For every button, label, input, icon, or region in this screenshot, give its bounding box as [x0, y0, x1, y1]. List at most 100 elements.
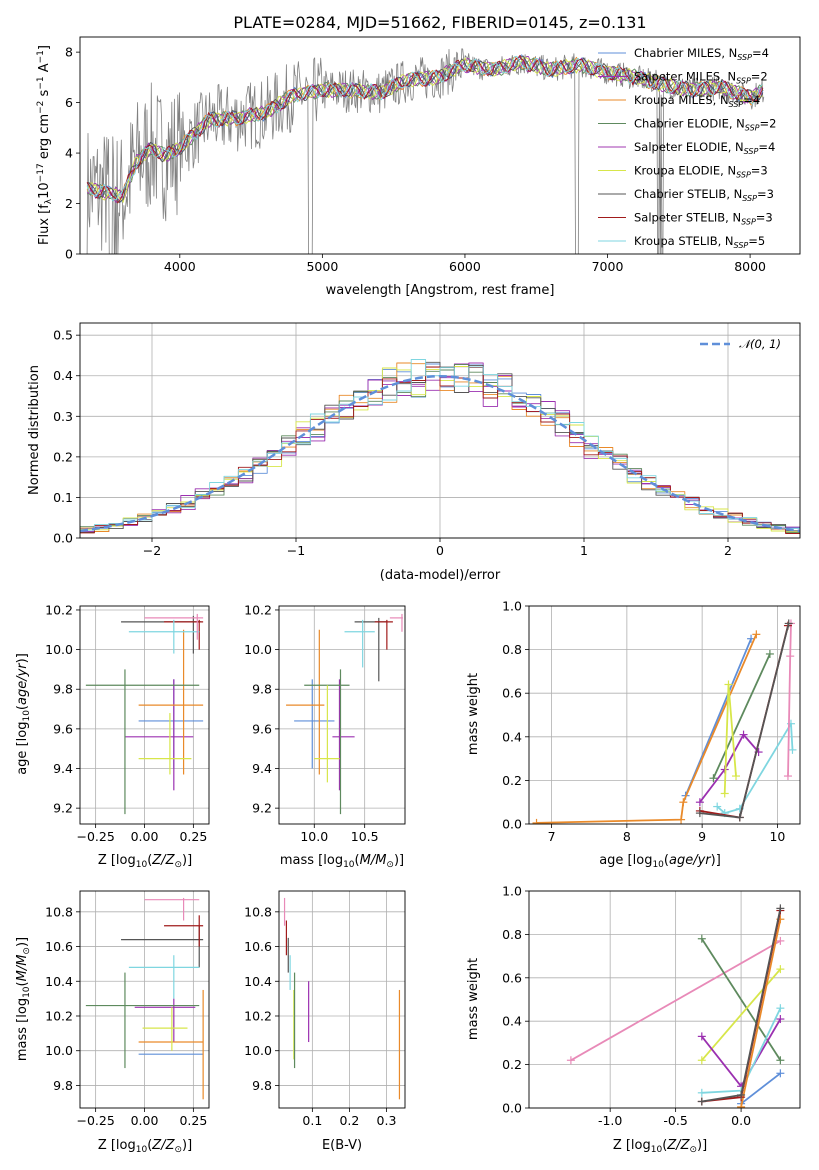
x-tick-label: −0.25	[76, 829, 114, 844]
y-tick-label: 0.8	[502, 927, 522, 942]
x-tick-label: 0.1	[302, 1113, 322, 1128]
x-tick-label: -1.0	[598, 1113, 622, 1128]
model-spectrum-chabrier_stelib	[86, 55, 764, 204]
y-tick-label: 0.2	[502, 773, 522, 788]
x-tick-label: 5000	[306, 259, 338, 274]
x-tick-label: 1	[580, 543, 588, 558]
weight-line-pink	[787, 623, 792, 777]
weight-line-chabrier_elodie	[712, 653, 771, 779]
normal-curve-line	[80, 374, 800, 533]
x-tick-label: 2	[724, 543, 732, 558]
axes-frame	[79, 605, 210, 825]
axes-frame	[528, 890, 801, 1109]
model-spectrum-salpeter_elodie	[86, 55, 764, 200]
plot-area	[85, 613, 204, 815]
legend-subscript: SSP	[741, 218, 756, 227]
weight-line-pink	[570, 940, 781, 1062]
y-tick-label: 10.0	[244, 642, 272, 657]
x-tick-label: 7000	[592, 259, 624, 274]
legend-subscript: SSP	[734, 241, 749, 250]
y-tick-label: 10.2	[45, 602, 73, 617]
y-tick-label: 10.0	[244, 1043, 272, 1058]
legend-value: =2	[760, 117, 777, 131]
y-tick-label: 9.2	[252, 801, 272, 816]
legend-value: =5	[748, 234, 765, 248]
y-tick-label: 10.8	[244, 904, 272, 919]
axes-frame	[278, 890, 406, 1109]
y-tick-label: 0.2	[502, 1057, 522, 1072]
axes-frame	[79, 890, 210, 1109]
y-tick-label: 10.2	[244, 602, 272, 617]
x-tick-label: 9	[698, 829, 706, 844]
weight-line-chabrier_miles	[684, 638, 752, 797]
legend-value: =4	[743, 93, 760, 107]
x-tick-label: 0.00	[131, 829, 159, 844]
y-tick-label: 10.4	[45, 974, 73, 989]
agez-xlabel: Z [log10(Z/Z⊙)]	[98, 853, 192, 870]
model-spectrum-kroupa_stelib	[86, 55, 764, 202]
legend-value: =2	[751, 70, 768, 84]
x-tick-label: 8	[623, 829, 631, 844]
y-tick-label: 9.8	[53, 682, 73, 697]
weight-line-chabrier_stelib	[699, 623, 790, 819]
legend-subscript: SSP	[742, 194, 757, 203]
axes-frame	[79, 322, 801, 539]
spectrum-panel: 4000 5000 6000 7000 8000 0 2 4 6 8 Chabrier MILES,…	[65, 36, 801, 274]
legend-label-chabrier_miles: Chabrier MILES, NSSP=4	[634, 46, 769, 62]
legend-label-kroupa_elodie: Kroupa ELODIE, NSSP=3	[634, 164, 768, 180]
histogram-kroupa_stelib	[80, 359, 800, 531]
x-tick-label: 10.5	[351, 829, 379, 844]
legend-label-normal: 𝒩(0, 1)	[739, 337, 781, 351]
agem-xlabel: mass [log10(M/M⊙)]	[280, 853, 404, 870]
y-tick-label: 0.0	[502, 1101, 522, 1116]
legend-label-salpeter_stelib: Salpeter STELIB, NSSP=3	[634, 211, 773, 227]
y-tick-label: 9.8	[252, 1078, 272, 1093]
y-tick-label: 0.4	[53, 368, 73, 383]
legend-subscript: SSP	[737, 53, 752, 62]
agez-ylabel: age [log10(age/yr)]	[15, 653, 32, 775]
wage-xlabel: age [log10(age/yr)]	[599, 853, 721, 870]
x-tick-label: 0.00	[131, 1113, 159, 1128]
y-tick-label: 10.0	[45, 1043, 73, 1058]
masse-xlabel: E(B-V)	[322, 1138, 362, 1153]
y-tick-label: 10.0	[45, 642, 73, 657]
legend-label-salpeter_miles: Salpeter MILES, NSSP=2	[634, 70, 768, 86]
x-tick-label: −1	[287, 543, 305, 558]
spectrum-title: PLATE=0284, MJD=51662, FIBERID=0145, z=0…	[233, 13, 646, 32]
legend-subscript: SSP	[744, 147, 759, 156]
x-tick-label: 10	[769, 829, 785, 844]
y-tick-label: 0	[65, 247, 73, 262]
y-tick-label: 10.8	[45, 904, 73, 919]
y-tick-label: 0.0	[502, 817, 522, 832]
legend-subscript: SSP	[736, 171, 751, 180]
model-spectrum-salpeter_stelib	[86, 54, 764, 204]
x-tick-label: 0.0	[731, 1113, 751, 1128]
mass-vs-z-panel: −0.25 0.00 0.25 9.8 10.0 10.2 10.4 10.6 10.8	[45, 890, 210, 1128]
x-tick-label: −0.25	[76, 1113, 114, 1128]
plot-area	[286, 613, 403, 815]
x-tick-label: 0	[436, 543, 444, 558]
plot-area	[80, 359, 800, 534]
y-tick-label: 0.8	[502, 642, 522, 657]
x-tick-label: 6000	[449, 259, 481, 274]
y-tick-label: 9.2	[53, 801, 73, 816]
axes-frame	[528, 605, 801, 825]
y-tick-label: 10.6	[244, 939, 272, 954]
y-tick-label: 0.4	[502, 729, 522, 744]
wz-ylabel: mass weight	[466, 958, 481, 1040]
wz-xlabel: Z [log10(Z/Z⊙)]	[613, 1138, 707, 1155]
legend-value: =4	[758, 140, 775, 154]
x-tick-label: 10.0	[300, 829, 328, 844]
y-tick-label: 10.2	[45, 1008, 73, 1023]
y-tick-label: 0.5	[53, 328, 73, 343]
y-tick-label: 9.8	[252, 682, 272, 697]
y-tick-label: 2	[65, 196, 73, 211]
weight-line-chabrier_miles	[740, 1072, 781, 1105]
y-tick-label: 0.4	[502, 1014, 522, 1029]
y-tick-label: 1.0	[502, 599, 522, 614]
weight-vs-z-panel: -1.0 -0.5 0.0 0.0 0.2 0.4 0.6 0.8 1.0	[502, 884, 801, 1128]
y-tick-label: 9.6	[252, 721, 272, 736]
legend-subscript: SSP	[729, 100, 744, 109]
legend-subscript: SSP	[736, 77, 751, 86]
